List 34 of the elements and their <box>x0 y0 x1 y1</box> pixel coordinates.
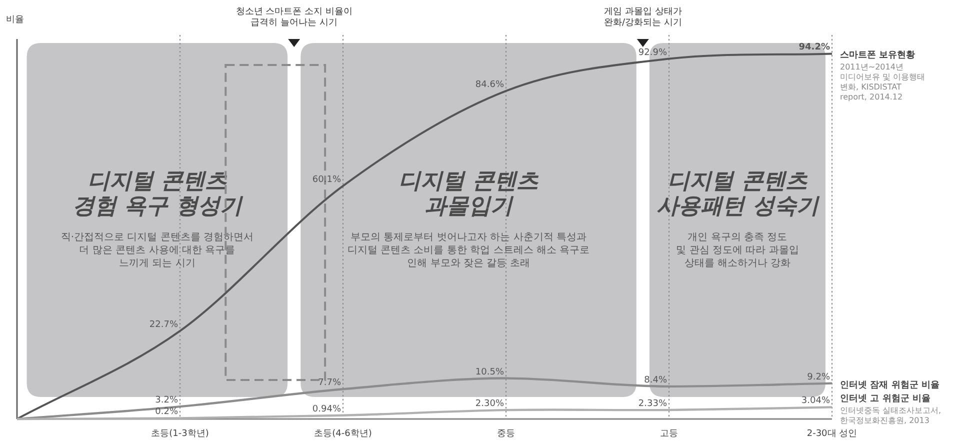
data-label: 0.2% <box>155 407 178 418</box>
annotation: 디지털 콘텐츠 경험 욕구 형성기 <box>72 169 244 219</box>
data-label: 84.6% <box>475 80 504 90</box>
x-tick-label: 중등 <box>497 429 515 439</box>
data-label: 94.2% <box>798 42 830 53</box>
data-label: 3.04% <box>801 396 830 406</box>
data-label: 9.2% <box>807 372 830 382</box>
text: 청소년 스마트폰 소지 비율이 급격히 늘어나는 시기 <box>236 7 352 28</box>
data-label: 7.7% <box>318 378 342 388</box>
x-tick-label: 초등(4-6학년) <box>314 429 372 439</box>
annotation: 부모의 통제로부터 벗어나고자 하는 사춘기적 특성과 디지털 콘텐츠 소비를 통한 학업 스트레스 해소 욕구로 인해 부모와 잦은 갈등 초래 <box>347 232 590 269</box>
x-tick-label: 2-30대 성인 <box>806 429 858 439</box>
data-label: 22.7% <box>149 320 178 330</box>
annotation: 직·간접적으로 디지털 콘텐츠를 경험하면서 더 많은 콘텐츠 사용에 대한 욕구를 느끼게 되는 시기 <box>60 232 254 269</box>
series-label: 인터넷 고 위험군 비율 <box>840 394 930 404</box>
data-label: 60.1% <box>312 174 342 185</box>
data-label: 0.94% <box>312 404 342 414</box>
text: 인터넷중독 실태조사보고서, 한국정보화진흥원, 2013 <box>840 406 942 426</box>
annotation: 개인 욕구의 충족 정도 및 관심 정도에 따라 과몰입 상태를 해소하거나 강화 <box>676 232 799 269</box>
data-label: 10.5% <box>475 367 504 378</box>
x-tick-label: 고등 <box>660 429 678 439</box>
data-label: 3.2% <box>155 396 178 406</box>
data-label: 2.30% <box>475 399 504 410</box>
text: 2011년~2014년 미디어보유 및 이용행태 변화, KISDISTAT report, 2014.12 <box>840 62 926 102</box>
annotation: 디지털 콘텐츠 사용패턴 성숙기 <box>656 169 820 219</box>
text: 게임 과몰입 상태가 완화/강화되는 시기 <box>604 7 682 28</box>
y-axis-title: 비율 <box>6 15 24 25</box>
data-label: 92.9% <box>638 48 668 58</box>
x-tick-label: 초등(1-3학년) <box>151 429 209 439</box>
annotation: 디지털 콘텐츠 과몰입기 <box>398 169 540 219</box>
series-label: 인터넷 잠재 위험군 비율 <box>840 380 940 390</box>
data-label: 2.33% <box>638 398 668 409</box>
data-label: 8.4% <box>644 375 668 386</box>
series-label: 스마트폰 보유현황 <box>840 50 916 61</box>
